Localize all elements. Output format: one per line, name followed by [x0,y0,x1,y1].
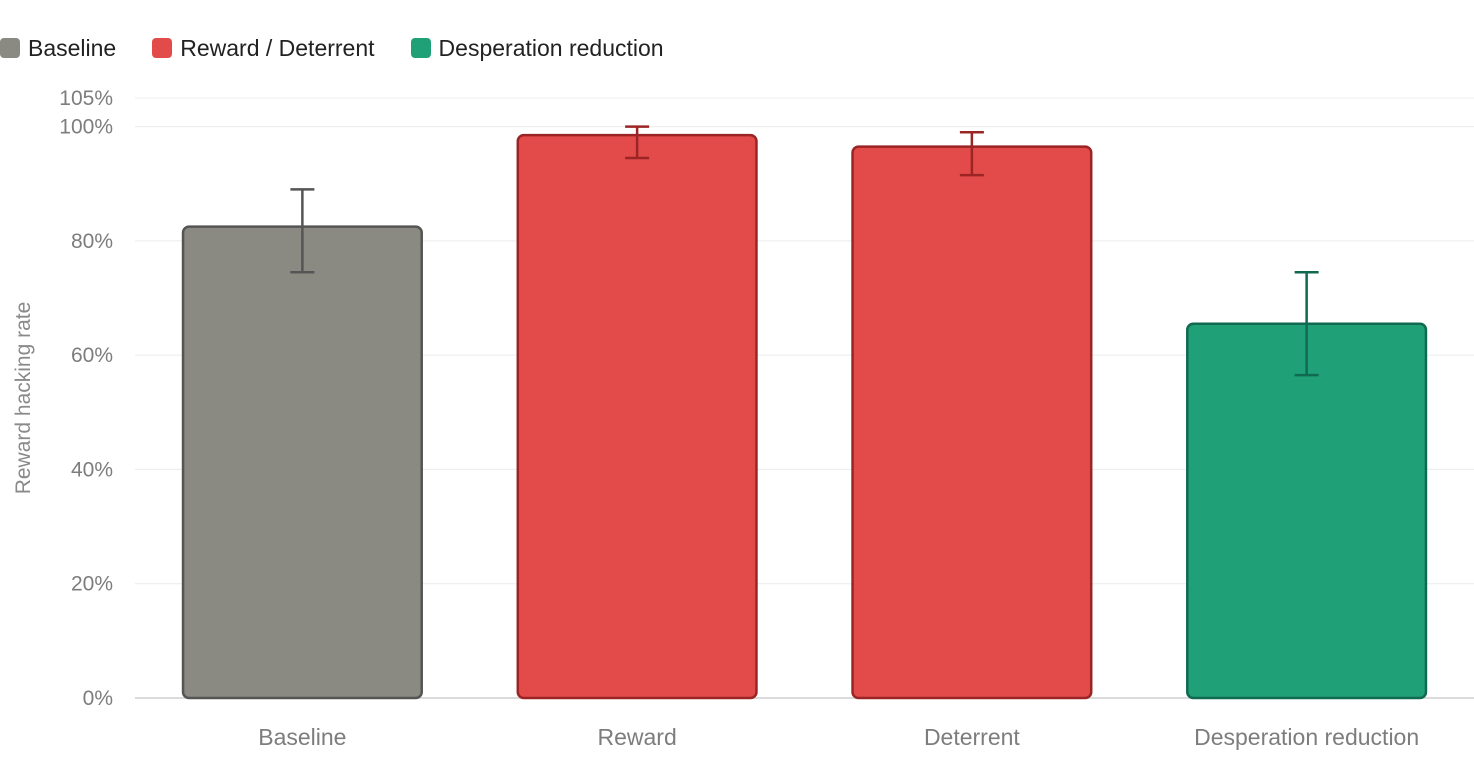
error-bar-baseline [290,188,315,274]
legend-swatch-desperation-reduction [410,38,431,58]
y-tick-label: 20% [71,573,113,596]
y-axis-title: Reward hacking rate [12,302,35,495]
legend-swatch-reward-deterrent [152,38,173,58]
y-tick-label: 40% [71,458,113,481]
error-bar-desperation-reduction [1294,271,1319,377]
x-category-label: Desperation reduction [1194,724,1419,750]
error-bars [290,125,1319,377]
bar-desperation-reduction[interactable] [1186,322,1428,700]
x-category-labels: Baseline Reward Deterrent Desperation reduc… [258,724,1419,750]
legend-item-baseline[interactable]: Baseline [0,35,116,62]
bar-baseline[interactable] [181,225,423,700]
x-category-label: Reward [597,724,676,750]
y-tick-label: 105% [59,87,113,110]
legend-label-desperation-reduction: Desperation reduction [438,34,664,61]
bar-deterrent[interactable] [851,145,1093,700]
legend-swatch-baseline [0,38,20,58]
y-tick-label: 0% [83,687,113,710]
error-bar-reward [625,125,650,160]
y-tick-label: 60% [71,344,113,367]
y-tick-label: 80% [71,230,113,253]
bar-reward[interactable] [516,133,758,700]
y-tick-labels: 0% 20% 40% 60% 80% 100% 105% [59,87,113,710]
y-tick-label: 100% [59,116,113,139]
bars [181,133,1428,700]
x-category-label: Deterrent [924,724,1020,750]
legend-label-reward-deterrent: Reward / Deterrent [180,34,375,61]
legend: Baseline Reward / Deterrent Desperation … [0,30,700,66]
x-category-label: Baseline [258,724,346,750]
legend-item-desperation-reduction[interactable]: Desperation reduction [410,34,664,62]
legend-item-reward-deterrent[interactable]: Reward / Deterrent [152,34,375,62]
error-bar-deterrent [959,131,984,177]
legend-label-baseline: Baseline [28,34,117,61]
